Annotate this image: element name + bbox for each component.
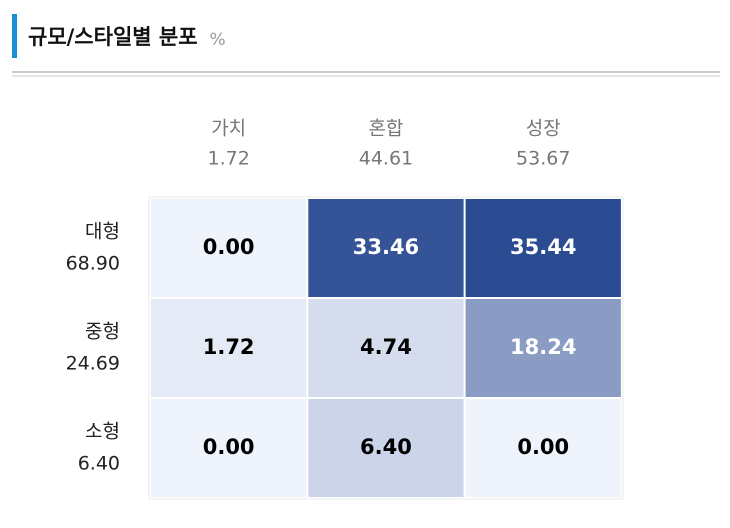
cell-value: 1.72: [203, 335, 255, 359]
column-total: 1.72: [207, 148, 249, 170]
row-label: 소형: [85, 421, 120, 443]
row-total: 68.90: [66, 253, 120, 275]
cell: [308, 199, 464, 297]
cell: [308, 399, 464, 497]
cell-value: 18.24: [510, 335, 576, 359]
unit: %: [210, 30, 226, 50]
cell-value: 0.00: [203, 235, 255, 259]
column-label: 성장: [526, 118, 561, 140]
grid-border: [148, 196, 624, 500]
column-label: 가치: [211, 118, 246, 140]
cell: [151, 299, 307, 397]
title: 규모/스타일별 분포: [28, 25, 198, 49]
row-label: 대형: [85, 221, 120, 243]
column-total: 53.67: [516, 148, 570, 170]
column-total: 44.61: [359, 148, 413, 170]
cell: [465, 299, 621, 397]
row-label: 중형: [85, 321, 120, 343]
cell: [465, 199, 621, 297]
row-total: 6.40: [78, 453, 120, 475]
cell-value: 0.00: [203, 435, 255, 459]
cell-value: 33.46: [353, 235, 419, 259]
cell-value: 4.74: [360, 335, 412, 359]
row-total: 24.69: [66, 353, 120, 375]
cell-value: 35.44: [510, 235, 576, 259]
column-label: 혼합: [368, 118, 403, 140]
cell: [151, 399, 307, 497]
cell: [308, 299, 464, 397]
cell-value: 6.40: [360, 435, 412, 459]
cell: [465, 399, 621, 497]
cell: [151, 199, 307, 297]
title-accent: [12, 14, 17, 58]
cell-value: 0.00: [517, 435, 569, 459]
